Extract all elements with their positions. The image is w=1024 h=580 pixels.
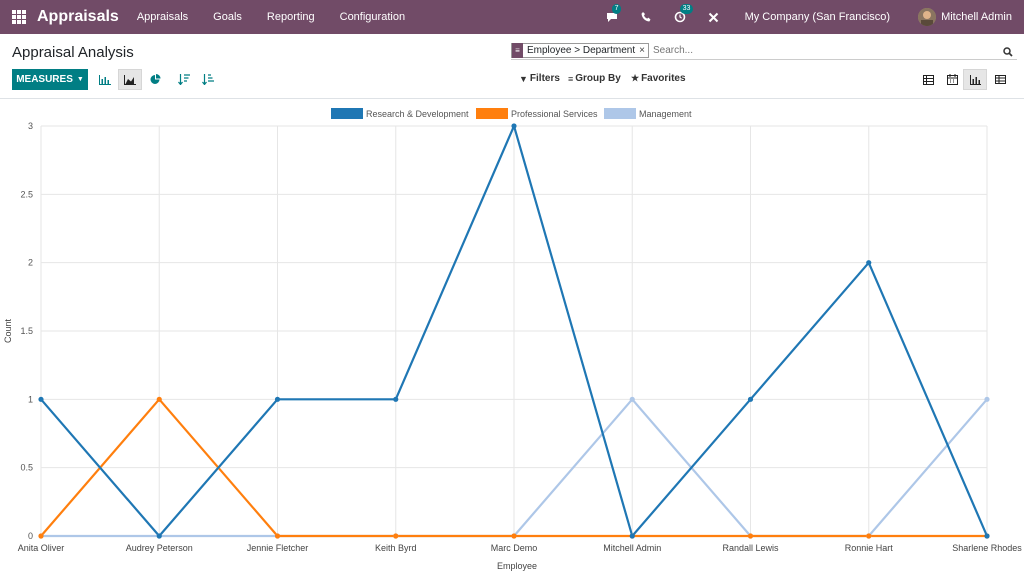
company-switcher[interactable]: My Company (San Francisco) xyxy=(744,11,891,23)
activities-icon[interactable]: 33 xyxy=(673,4,694,24)
search-icon[interactable] xyxy=(1003,44,1013,62)
control-panel-divider xyxy=(0,98,1024,99)
facet-label: Employee > Department xyxy=(527,45,636,56)
sort-descending-button[interactable] xyxy=(172,69,196,90)
x-tick-label: Ronnie Hart xyxy=(845,543,894,553)
search-facet: ≡ Employee > Department × xyxy=(511,43,649,58)
y-tick-label: 3 xyxy=(28,121,33,131)
pie-chart-button[interactable] xyxy=(143,69,167,90)
search-bar: ≡ Employee > Department × xyxy=(511,42,1017,60)
menu-reporting[interactable]: Reporting xyxy=(266,11,315,23)
y-tick-label: 2 xyxy=(28,258,33,268)
data-point xyxy=(38,533,44,539)
facet-remove-icon[interactable]: × xyxy=(639,45,645,56)
top-navbar: Appraisals Appraisals Goals Reporting Co… xyxy=(0,0,1024,34)
y-tick-label: 0.5 xyxy=(20,463,33,473)
data-point xyxy=(984,396,990,402)
legend-swatch xyxy=(331,108,363,119)
bar-chart-icon xyxy=(99,74,111,85)
menu-appraisals[interactable]: Appraisals xyxy=(136,11,189,23)
legend-label: Research & Development xyxy=(366,109,469,119)
x-tick-label: Sharlene Rhodes xyxy=(952,543,1022,553)
y-axis-label: Count xyxy=(3,319,13,344)
user-menu[interactable]: Mitchell Admin xyxy=(941,11,1012,23)
app-brand[interactable]: Appraisals xyxy=(37,8,119,25)
data-point xyxy=(393,396,399,402)
legend-label: Professional Services xyxy=(511,109,598,119)
data-point xyxy=(38,396,44,402)
messages-badge: 7 xyxy=(611,4,622,14)
data-point xyxy=(511,123,517,129)
user-avatar[interactable] xyxy=(918,8,937,26)
data-point xyxy=(984,533,990,539)
x-axis-label: Employee xyxy=(497,561,537,571)
sort-ascending-icon xyxy=(202,74,214,85)
legend-swatch xyxy=(476,108,508,119)
measures-label: MEASURES xyxy=(16,74,73,85)
x-tick-label: Randall Lewis xyxy=(722,543,779,553)
group-by-icon: ≡ xyxy=(568,73,574,84)
x-tick-label: Anita Oliver xyxy=(18,543,65,553)
view-pivot-button[interactable] xyxy=(916,69,940,90)
favorites-dropdown[interactable]: ★ Favorites xyxy=(631,73,686,84)
graph-view: 0 0.5 1 1.5 2 2.5 3 Anita Oliver Audrey Peterson… xyxy=(0,99,1024,575)
x-tick-label: Jennie Fletcher xyxy=(247,543,309,553)
view-list-button[interactable] xyxy=(988,69,1012,90)
calendar-view-icon xyxy=(946,74,958,85)
group-by-facet-icon: ≡ xyxy=(512,43,523,58)
line-chart-button[interactable] xyxy=(118,69,142,90)
y-tick-label: 1 xyxy=(28,394,33,404)
bar-chart-button[interactable] xyxy=(93,69,117,90)
y-tick-label: 1.5 xyxy=(20,326,33,336)
sort-ascending-button[interactable] xyxy=(196,69,220,90)
filters-label: Filters xyxy=(529,73,560,84)
x-tick-label: Marc Demo xyxy=(491,543,538,553)
group-by-dropdown[interactable]: ≡ Group By xyxy=(568,73,621,84)
data-point xyxy=(866,533,872,539)
data-point xyxy=(274,533,281,539)
data-point xyxy=(747,396,754,402)
caret-down-icon: ▼ xyxy=(76,76,84,83)
data-point xyxy=(629,533,635,539)
list-view-icon xyxy=(994,75,1006,84)
menu-goals[interactable]: Goals xyxy=(213,11,242,23)
x-tick-label: Mitchell Admin xyxy=(603,543,661,553)
sort-descending-icon xyxy=(178,74,190,85)
data-point xyxy=(629,396,635,402)
data-point xyxy=(274,396,281,402)
search-input[interactable] xyxy=(652,45,953,56)
x-tick-label: Audrey Peterson xyxy=(126,543,193,553)
pie-chart-icon xyxy=(150,74,160,84)
data-point xyxy=(866,260,872,266)
data-point xyxy=(393,533,399,539)
y-tick-label: 0 xyxy=(28,531,33,541)
measures-button[interactable]: MEASURES ▼ xyxy=(12,69,88,90)
messages-icon[interactable]: 7 xyxy=(605,4,622,24)
line-chart: 0 0.5 1 1.5 2 2.5 3 Anita Oliver Audrey Peterson… xyxy=(3,108,1022,571)
data-point xyxy=(747,533,754,539)
area-chart-icon xyxy=(124,74,136,85)
menu-configuration[interactable]: Configuration xyxy=(339,11,406,23)
filters-dropdown[interactable]: ▼ Filters xyxy=(519,73,560,84)
debug-tools-icon[interactable] xyxy=(707,10,721,24)
graph-view-icon xyxy=(969,74,981,85)
view-graph-button[interactable] xyxy=(963,69,987,90)
star-icon: ★ xyxy=(631,73,640,83)
view-calendar-button[interactable] xyxy=(940,69,964,90)
group-by-label: Group By xyxy=(575,73,621,84)
legend-label: Management xyxy=(639,109,692,119)
phone-icon[interactable] xyxy=(639,10,653,24)
data-point xyxy=(511,533,517,539)
data-point xyxy=(156,396,162,402)
y-tick-label: 2.5 xyxy=(20,189,33,199)
filter-icon: ▼ xyxy=(519,73,528,84)
data-point xyxy=(156,533,162,539)
activities-badge: 33 xyxy=(679,4,694,14)
pivot-view-icon xyxy=(922,74,934,85)
legend-swatch xyxy=(604,108,636,119)
x-tick-label: Keith Byrd xyxy=(375,543,417,553)
favorites-label: Favorites xyxy=(641,73,686,84)
page-title: Appraisal Analysis xyxy=(12,44,134,61)
apps-grid-icon[interactable] xyxy=(12,10,26,24)
